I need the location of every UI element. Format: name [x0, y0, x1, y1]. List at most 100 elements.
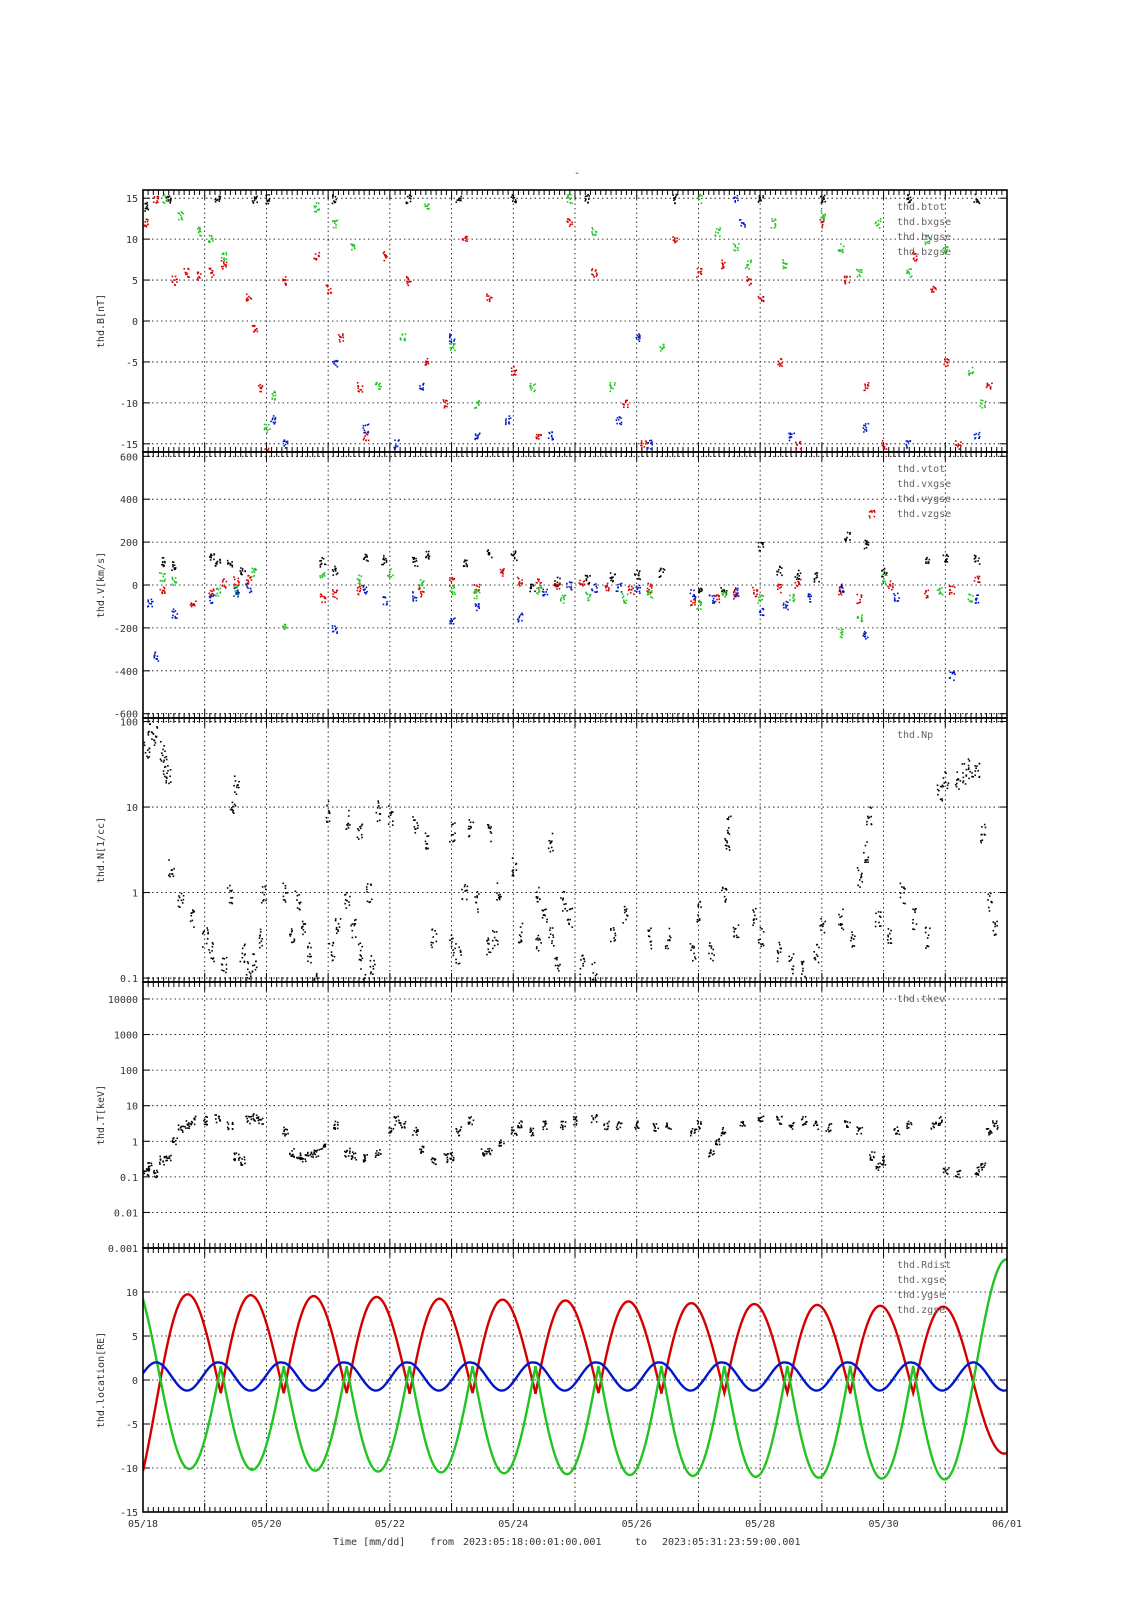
- data-point: [162, 1161, 165, 1163]
- data-point: [272, 421, 275, 424]
- data-point: [237, 786, 240, 789]
- data-point: [286, 442, 289, 445]
- data-point: [163, 580, 166, 583]
- data-point: [198, 229, 201, 231]
- data-point: [649, 941, 652, 943]
- data-point: [232, 811, 234, 813]
- data-point: [799, 572, 802, 575]
- data-point: [387, 574, 389, 577]
- data-point: [539, 938, 541, 941]
- data-point: [538, 590, 541, 593]
- data-point: [887, 942, 890, 944]
- data-point: [385, 559, 388, 562]
- data-point: [638, 333, 640, 335]
- data-point: [147, 599, 150, 601]
- data-point: [723, 589, 726, 591]
- data-point: [261, 944, 263, 947]
- data-point: [284, 887, 287, 890]
- data-point: [477, 911, 479, 913]
- data-point: [571, 202, 573, 205]
- y-tick-label: 15: [126, 194, 138, 205]
- y-tick-label: 1: [132, 1137, 138, 1148]
- data-point: [662, 568, 665, 570]
- data-point: [329, 287, 332, 290]
- data-point: [220, 260, 223, 262]
- data-point: [450, 580, 453, 583]
- data-point: [212, 943, 214, 945]
- data-point: [194, 1115, 197, 1118]
- data-point: [202, 946, 204, 948]
- data-point: [822, 925, 824, 927]
- data-point: [960, 441, 962, 443]
- data-point: [442, 400, 445, 403]
- data-point: [181, 211, 183, 214]
- data-point: [179, 214, 182, 217]
- data-point: [538, 937, 541, 940]
- data-point: [968, 760, 971, 762]
- data-point: [955, 785, 958, 788]
- data-point: [252, 575, 255, 578]
- data-point: [310, 955, 312, 958]
- data-point: [193, 604, 196, 607]
- data-point: [638, 572, 640, 574]
- data-point: [487, 942, 489, 945]
- data-point: [636, 569, 639, 572]
- data-point: [421, 583, 424, 585]
- data-point: [477, 401, 480, 403]
- data-point: [382, 252, 385, 255]
- data-point: [673, 239, 676, 242]
- data-point: [443, 405, 446, 408]
- data-point: [182, 1125, 185, 1128]
- data-point: [414, 560, 416, 563]
- data-point: [794, 587, 797, 589]
- data-point: [925, 947, 927, 949]
- data-point: [910, 199, 913, 201]
- data-point: [412, 599, 415, 601]
- data-point: [928, 558, 931, 561]
- data-point: [167, 200, 169, 202]
- data-point: [588, 195, 591, 197]
- data-point: [321, 601, 323, 604]
- data-point: [215, 562, 217, 565]
- data-point: [326, 820, 328, 823]
- data-point: [289, 935, 292, 937]
- data-point: [353, 919, 356, 922]
- data-point: [237, 593, 240, 596]
- data-point: [724, 901, 727, 903]
- data-point: [849, 539, 851, 541]
- data-point: [333, 360, 335, 363]
- y-tick-label: 0: [132, 581, 138, 592]
- data-point: [225, 258, 228, 260]
- data-point: [858, 274, 861, 276]
- data-point: [616, 590, 619, 593]
- data-point: [475, 597, 478, 600]
- series-thd-vtot: [161, 531, 981, 596]
- data-point: [148, 747, 151, 750]
- data-point: [776, 570, 778, 573]
- data-point: [185, 1120, 188, 1122]
- data-point: [247, 962, 250, 965]
- data-point: [364, 424, 367, 427]
- data-point: [636, 588, 639, 590]
- data-point: [229, 562, 232, 565]
- data-point: [859, 879, 861, 881]
- data-point: [514, 201, 516, 203]
- data-point: [551, 832, 554, 835]
- data-point: [390, 810, 393, 813]
- data-point: [744, 224, 746, 226]
- data-point: [623, 909, 626, 911]
- data-point: [532, 583, 534, 586]
- data-point: [746, 279, 749, 282]
- data-point: [760, 300, 763, 302]
- data-point: [977, 581, 979, 583]
- data-point: [498, 898, 501, 901]
- data-point: [235, 591, 237, 594]
- data-point: [446, 403, 449, 405]
- data-point: [931, 291, 933, 293]
- data-point: [788, 439, 791, 442]
- data-point: [570, 193, 572, 196]
- data-point: [454, 349, 456, 352]
- data-point: [383, 259, 386, 262]
- data-point: [460, 195, 462, 198]
- data-point: [770, 226, 773, 229]
